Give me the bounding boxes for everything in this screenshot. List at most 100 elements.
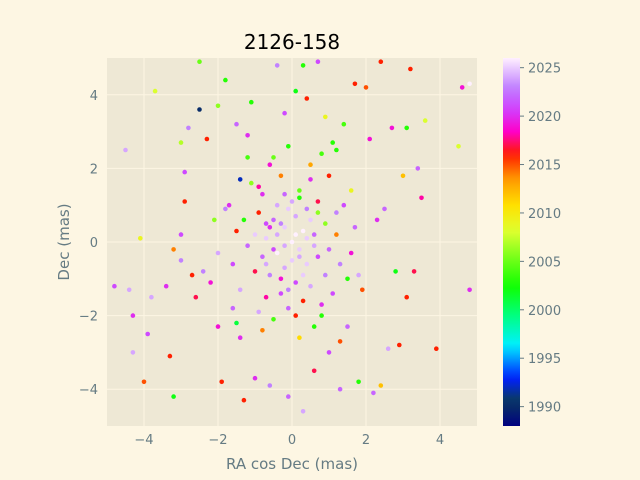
data-point xyxy=(323,221,328,226)
data-point xyxy=(278,276,284,282)
data-point xyxy=(145,331,150,337)
data-point xyxy=(397,342,402,348)
data-point xyxy=(241,397,247,403)
data-point xyxy=(200,269,206,274)
data-point xyxy=(286,287,291,293)
data-point xyxy=(319,151,324,156)
y-tick-label: −4 xyxy=(79,383,98,398)
data-point xyxy=(311,368,317,374)
data-point xyxy=(337,386,343,392)
data-point xyxy=(300,298,306,304)
data-point xyxy=(360,287,365,293)
data-point xyxy=(241,217,247,223)
colorbar-tick-label: 2015 xyxy=(528,159,561,174)
data-point xyxy=(297,247,302,252)
chart-title: 2126-158 xyxy=(244,30,340,54)
colorbar-tick-label: 2025 xyxy=(528,62,561,77)
data-point xyxy=(178,140,184,145)
data-point xyxy=(171,394,176,399)
data-point xyxy=(337,339,343,344)
data-point xyxy=(171,247,176,252)
data-point xyxy=(371,390,376,396)
data-point xyxy=(274,232,280,237)
data-point xyxy=(234,228,239,234)
data-point xyxy=(286,206,291,212)
data-point xyxy=(271,217,276,223)
data-point xyxy=(112,283,117,289)
y-tick-label: 2 xyxy=(90,162,98,177)
data-point xyxy=(422,118,428,123)
data-point xyxy=(263,221,269,226)
data-point xyxy=(311,232,317,237)
data-point xyxy=(130,350,136,355)
data-point xyxy=(304,206,310,212)
data-point xyxy=(297,335,302,341)
data-point xyxy=(408,66,413,72)
colorbar-tick-label: 1995 xyxy=(528,352,561,367)
data-point xyxy=(126,287,132,293)
data-point xyxy=(304,236,310,241)
data-point xyxy=(256,309,262,315)
data-point xyxy=(219,379,224,385)
data-point xyxy=(456,144,461,149)
data-point xyxy=(282,191,287,197)
data-point xyxy=(223,77,228,83)
scatter-points xyxy=(112,59,472,414)
data-point xyxy=(304,261,310,267)
colorbar xyxy=(503,58,520,426)
data-point xyxy=(178,258,184,263)
data-point xyxy=(308,177,313,182)
data-point xyxy=(234,320,239,326)
data-point xyxy=(434,346,439,352)
data-point xyxy=(123,147,128,153)
data-point xyxy=(223,206,228,212)
data-point xyxy=(226,202,232,208)
data-point xyxy=(256,184,262,190)
data-point xyxy=(267,162,273,167)
data-point xyxy=(282,265,287,271)
data-point xyxy=(215,324,221,329)
data-point xyxy=(348,188,354,193)
data-point xyxy=(274,63,280,68)
data-point xyxy=(367,136,373,142)
data-point xyxy=(352,81,358,87)
data-point xyxy=(467,287,472,293)
data-point xyxy=(252,232,258,237)
data-point xyxy=(323,114,328,120)
colorbar-tick-label: 2010 xyxy=(528,207,561,222)
data-point xyxy=(138,236,143,241)
data-point xyxy=(311,324,317,329)
data-point xyxy=(230,305,236,311)
data-point xyxy=(404,125,410,131)
data-point xyxy=(263,236,269,241)
data-point xyxy=(189,272,195,278)
data-point xyxy=(389,125,395,131)
data-point xyxy=(345,276,350,282)
data-point xyxy=(337,261,343,267)
data-point xyxy=(267,383,273,388)
data-point xyxy=(245,243,250,248)
data-point xyxy=(315,199,321,204)
data-point xyxy=(326,173,332,179)
data-point xyxy=(274,202,280,208)
data-point xyxy=(182,169,187,175)
data-point xyxy=(274,250,280,256)
data-point xyxy=(278,221,284,226)
data-point xyxy=(326,350,332,355)
data-point xyxy=(208,280,213,285)
data-point xyxy=(293,213,299,219)
data-point xyxy=(345,324,350,329)
data-point xyxy=(267,272,273,278)
data-point xyxy=(260,191,265,197)
data-point xyxy=(326,247,332,252)
data-point xyxy=(215,250,221,256)
data-point xyxy=(404,294,410,300)
data-point xyxy=(297,188,302,193)
colorbar-tick-label: 2020 xyxy=(528,110,561,125)
data-point xyxy=(212,217,217,223)
data-point xyxy=(300,409,306,414)
data-point xyxy=(378,383,384,388)
data-point xyxy=(459,85,465,90)
data-point xyxy=(300,228,306,234)
